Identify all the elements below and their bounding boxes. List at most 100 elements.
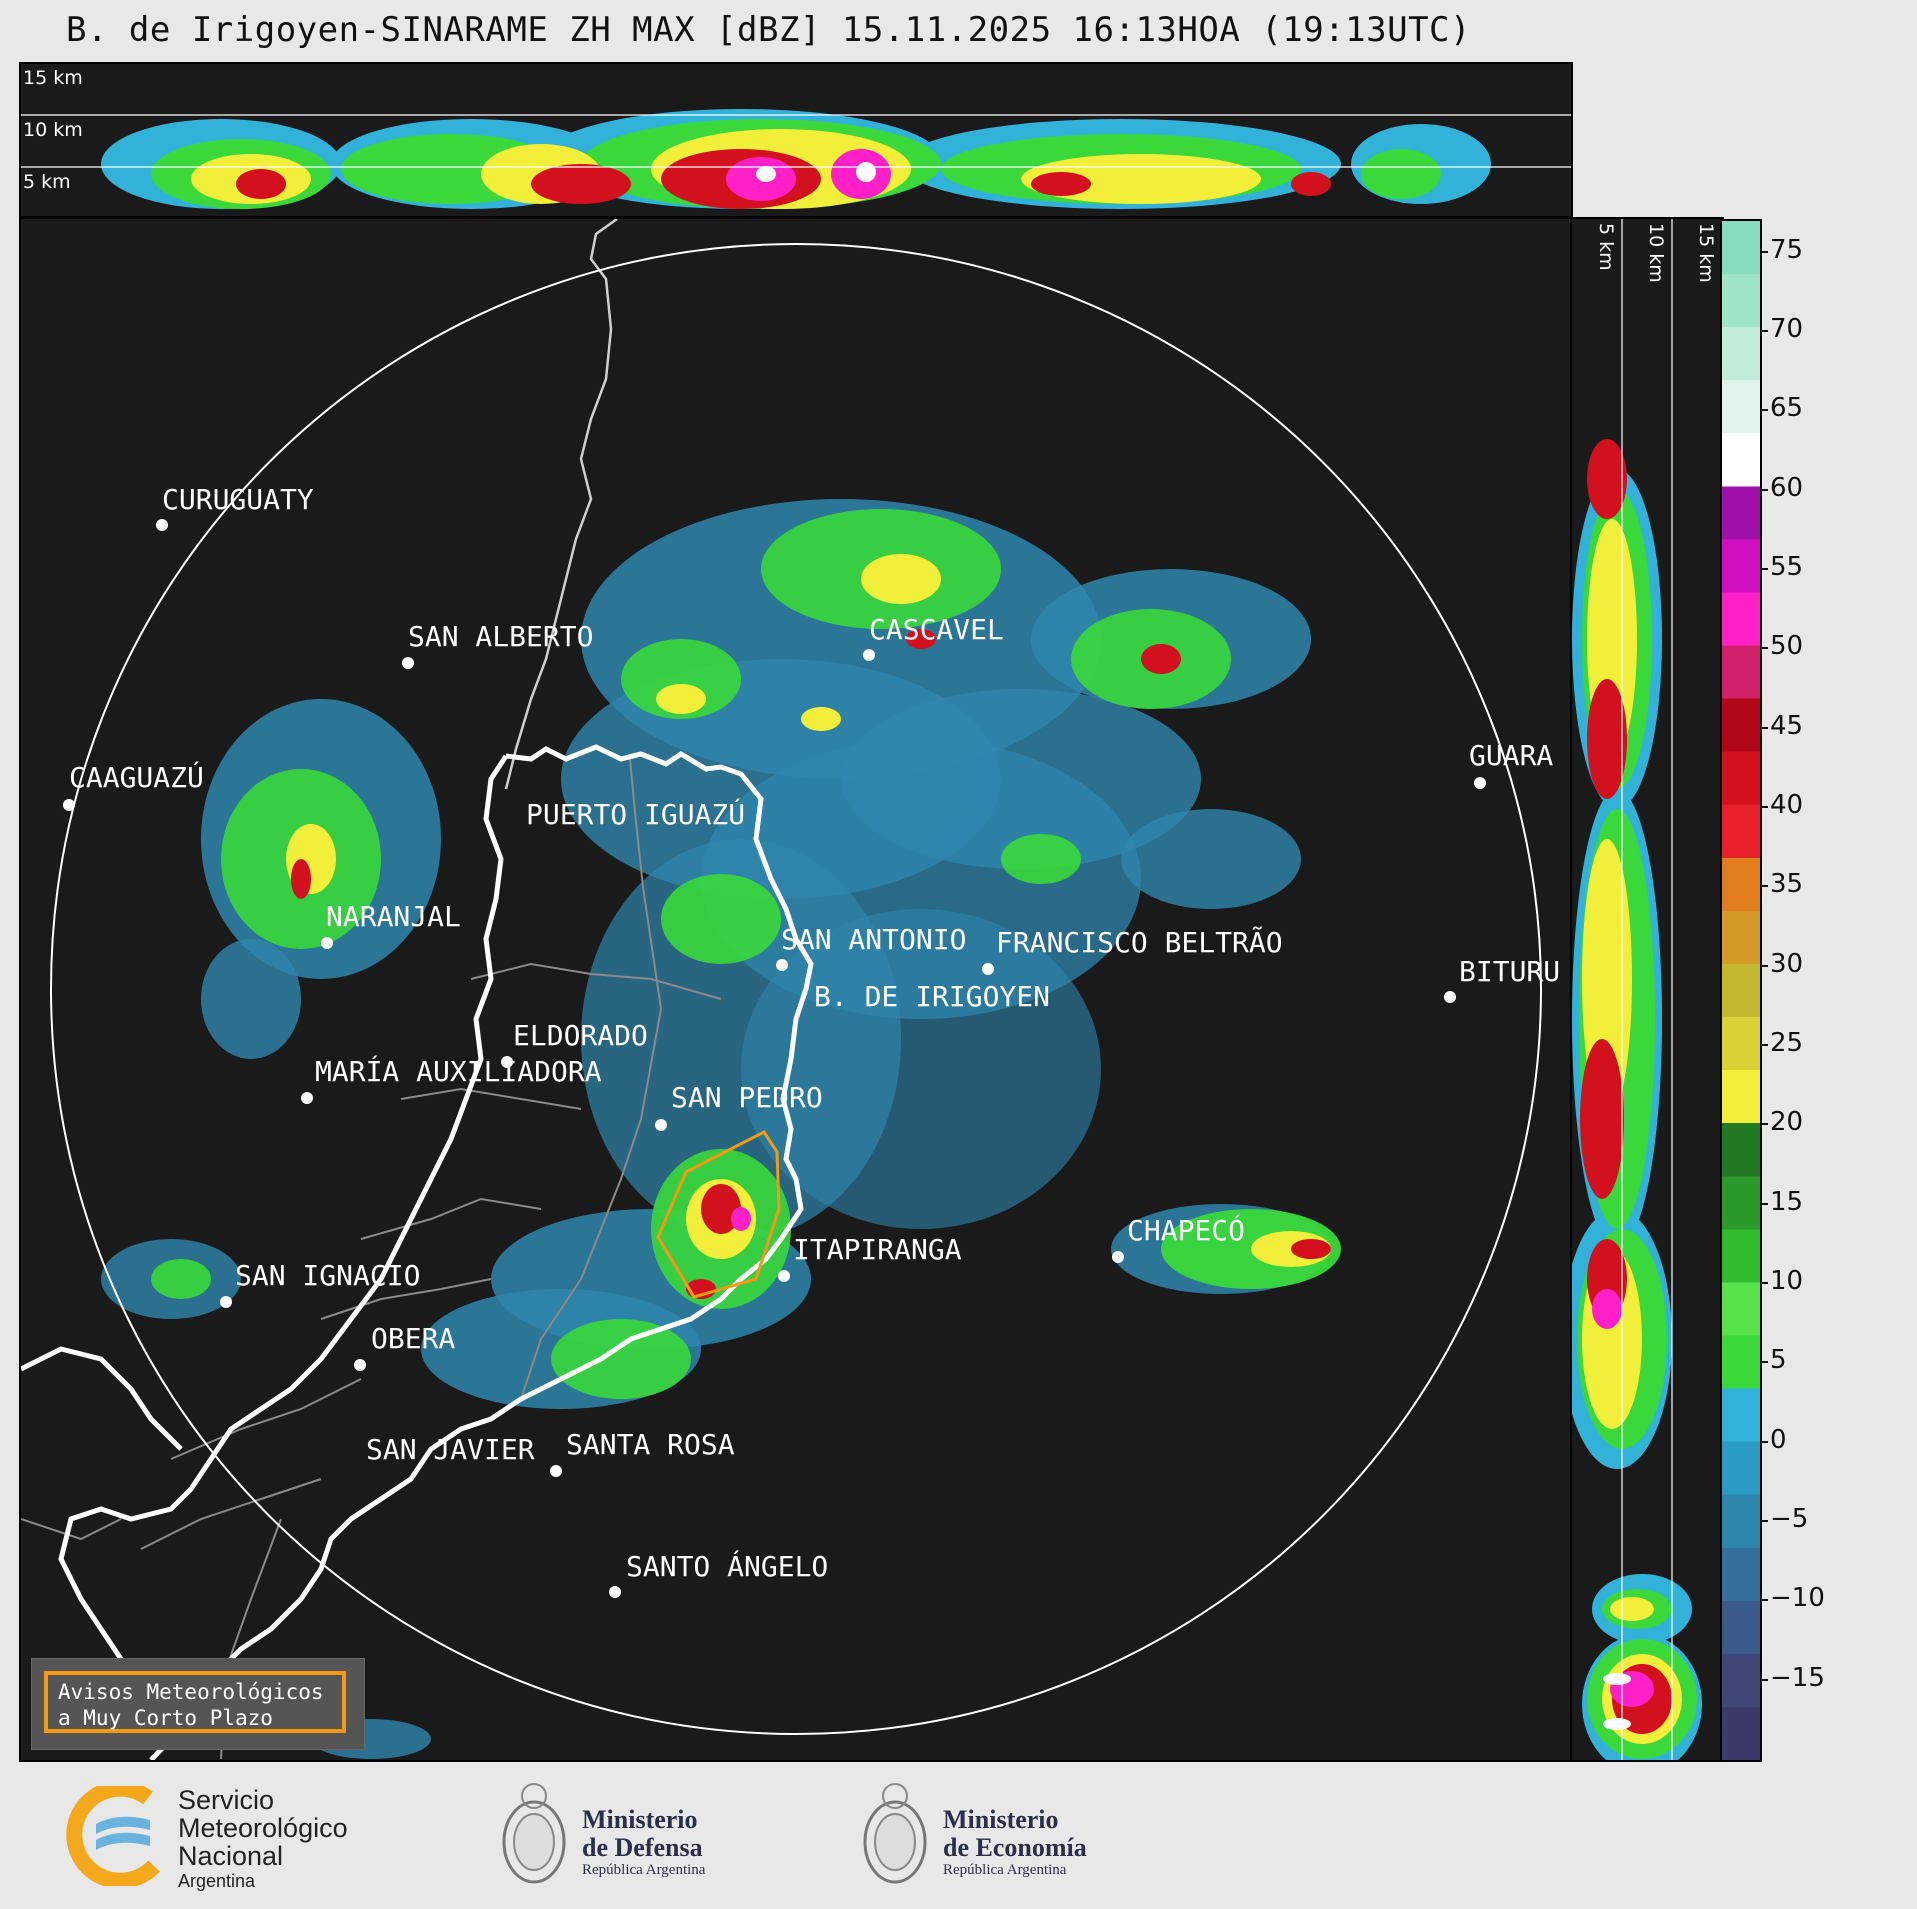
city-marker (220, 1296, 232, 1308)
echo-cell (701, 1184, 741, 1234)
city-marker (1444, 991, 1456, 1003)
echo-cell (856, 162, 876, 182)
echo-cell (621, 639, 741, 719)
top-height-label-15: 15 km (23, 67, 83, 89)
city-label: ITAPIRANGA (793, 1233, 962, 1266)
city-label: BITURU (1459, 955, 1560, 988)
echo-cell (1291, 172, 1331, 196)
echo-cell (731, 1207, 751, 1231)
smn-logo-icon (66, 1786, 160, 1886)
city-label: CASCAVEL (869, 613, 1004, 646)
city-marker (501, 1056, 513, 1068)
colorbar-tick-label: 55 (1770, 552, 1804, 583)
colorbar-tick-mark (1760, 1044, 1768, 1047)
city-label: GUARA (1469, 739, 1553, 772)
city-label: PUERTO IGUAZÚ (526, 797, 745, 831)
colorbar-tick-mark (1760, 1202, 1768, 1205)
colorbar-tick-label: 5 (1770, 1345, 1787, 1376)
colorbar-tick-label: 75 (1770, 234, 1804, 265)
range-ring (50, 243, 1542, 1735)
city-label: OBERA (371, 1322, 455, 1355)
colorbar-tick-mark (1760, 488, 1768, 491)
echo-cell (661, 874, 781, 964)
city-label: NARANJAL (326, 900, 461, 933)
defensa-seal-icon (502, 1783, 566, 1884)
radar-echo-layer (101, 499, 1341, 1759)
smn-line-4: Argentina (178, 1871, 256, 1891)
echo-cell (1291, 1239, 1331, 1259)
right-echo-band (1572, 439, 1702, 1760)
echo-cell (151, 1259, 211, 1299)
city-marker (63, 799, 75, 811)
right-cross-section-svg: 5 km 10 km 15 km (1572, 219, 1717, 1760)
top-cross-section-svg: 15 km 10 km 5 km (21, 67, 1571, 209)
smn-line-2: Meteorológico (178, 1813, 348, 1843)
defensa-sub: República Argentina (582, 1862, 706, 1878)
southwest-border (21, 1346, 183, 1451)
radar-map-panel[interactable]: CURUGUATY SAN ALBERTO CASCAVEL CAAGUAZÚ GUAR… (19, 217, 1573, 1762)
echo-cell (801, 707, 841, 731)
colorbar-tick-label: 40 (1770, 790, 1804, 821)
echo-cell (1361, 149, 1441, 199)
defensa-title-2: de Defensa (582, 1833, 703, 1862)
warning-polygon[interactable] (656, 1130, 781, 1299)
smn-line-3: Nacional (178, 1841, 284, 1871)
colorbar-tick-mark (1760, 1599, 1768, 1602)
top-height-label-5: 5 km (23, 171, 71, 193)
colorbar-tick-label: −10 (1770, 1583, 1825, 1614)
echo-cell (756, 166, 776, 182)
colorbar-tick-label: 70 (1770, 314, 1804, 345)
city-marker (354, 1359, 366, 1371)
city-label: CURUGUATY (162, 483, 314, 516)
right-height-label-10: 10 km (1645, 223, 1667, 283)
warning-legend-swatch: Avisos Meteorológicos a Muy Corto Plazo (44, 1671, 346, 1733)
colorbar-tick-label: 10 (1770, 1266, 1804, 1297)
city-label: SANTA ROSA (566, 1428, 735, 1461)
radar-map-svg[interactable]: CURUGUATY SAN ALBERTO CASCAVEL CAAGUAZÚ GUAR… (21, 219, 1571, 1760)
echo-cell (1603, 1673, 1631, 1685)
colorbar-tick-label: −5 (1770, 1504, 1809, 1534)
misiones-border (149, 744, 814, 1760)
city-marker (863, 649, 875, 661)
smn-line-1: Servicio (178, 1785, 275, 1815)
colorbar-tick-label: 30 (1770, 948, 1804, 979)
defensa-title-1: Ministerio (582, 1805, 698, 1834)
colorbar-tick-label: −15 (1770, 1662, 1825, 1693)
colorbar-tick-label: 45 (1770, 710, 1804, 741)
top-cross-section-panel: 15 km 10 km 5 km (19, 62, 1573, 218)
colorbar-tick-label: 0 (1770, 1424, 1787, 1455)
colorbar-tick-mark (1760, 568, 1768, 571)
echo-cell (741, 909, 1101, 1229)
colorbar-tick-mark (1760, 1520, 1768, 1522)
city-label: SAN JAVIER (366, 1433, 535, 1466)
legend-line-1: Avisos Meteorológicos (58, 1680, 324, 1704)
colorbar-tick-label: 65 (1770, 393, 1804, 424)
top-echo-band (101, 109, 1491, 209)
colorbar-tick-label: 20 (1770, 1107, 1804, 1138)
city-marker (402, 657, 414, 669)
echo-cell (1587, 439, 1627, 519)
city-marker (301, 1092, 313, 1104)
city-marker (321, 937, 333, 949)
colorbar-tick-label: 50 (1770, 631, 1804, 662)
city-marker (550, 1465, 562, 1477)
colorbar-tick-mark (1760, 1440, 1768, 1443)
dbz-colorbar (1720, 219, 1762, 1762)
city-marker (778, 1270, 790, 1282)
legend-line-2: a Muy Corto Plazo (58, 1706, 273, 1730)
city-marker (1474, 777, 1486, 789)
colorbar-tick-label: 60 (1770, 472, 1804, 503)
echo-cell (1587, 679, 1627, 799)
map-title: B. de Irigoyen-SINARAME ZH MAX [dBZ] 15.… (66, 10, 1471, 50)
city-label: CAAGUAZÚ (69, 760, 204, 794)
top-height-label-10: 10 km (23, 119, 83, 141)
city-marker (982, 963, 994, 975)
misiones-west-border (58, 754, 509, 1742)
echo-cell (531, 164, 631, 204)
economia-title: Ministerio de Economía (943, 1806, 1087, 1862)
city-marker (655, 1119, 667, 1131)
echo-cell (861, 554, 941, 604)
echo-cell (1580, 1039, 1624, 1199)
colorbar-tick-mark (1760, 806, 1768, 809)
echo-cell (1121, 809, 1301, 909)
